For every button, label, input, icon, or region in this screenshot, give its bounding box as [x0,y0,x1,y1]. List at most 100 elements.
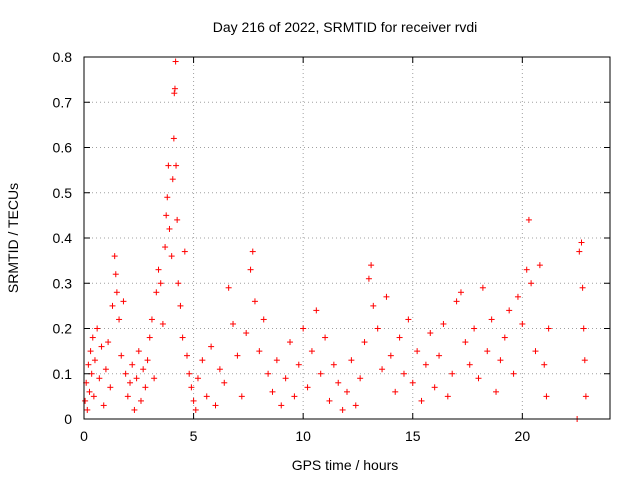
data-point [493,388,500,395]
data-point [171,90,178,97]
data-point [175,280,182,287]
data-point [221,379,228,386]
data-point [471,325,478,332]
x-tick-label: 5 [190,428,198,444]
data-point [488,316,495,323]
data-point [344,388,350,395]
data-point [287,339,294,346]
data-point [361,339,368,346]
data-point [247,266,254,273]
data-point [453,298,460,305]
data-point [582,393,589,400]
data-point [82,397,89,404]
data-point [300,325,307,332]
data-point [414,348,421,355]
data-point [188,384,195,391]
data-point [581,357,588,364]
data-point [449,370,456,377]
data-point [335,379,342,386]
data-point [291,393,298,400]
data-point [400,370,407,377]
data-point [330,361,337,368]
data-point [166,225,173,232]
data-point [230,320,237,327]
data-point [164,194,171,201]
data-point [265,370,272,377]
data-point [317,370,324,377]
data-point [528,280,535,287]
data-point [216,366,223,373]
data-point [131,406,138,413]
chart-title: Day 216 of 2022, SRMTID for receiver rvd… [213,19,478,35]
data-point [168,253,175,260]
data-point [184,352,191,359]
data-point [313,307,320,314]
data-point [392,388,399,395]
data-point [155,266,162,273]
data-point [525,216,532,223]
data-point [387,352,394,359]
data-point [251,298,258,305]
data-point [137,397,144,404]
x-tick-label: 10 [295,428,311,444]
data-point [580,325,587,332]
data-point [422,361,429,368]
data-point [352,402,359,409]
data-point [173,162,180,169]
y-tick-label: 0.5 [53,185,73,201]
data-point [278,402,285,409]
axis-ticks [83,56,610,420]
data-point [91,357,98,364]
data-point [163,212,170,219]
data-point [102,366,109,373]
data-point [96,375,103,382]
y-tick-label: 0.3 [53,275,73,291]
data-point [576,248,583,255]
data-point [122,370,129,377]
plot-frame [83,56,611,420]
data-point [116,316,123,323]
data-point [383,293,390,300]
data-point [308,348,315,355]
data-point [578,239,585,246]
data-point [238,393,245,400]
data-point [174,216,181,223]
data-point [466,361,473,368]
data-point [169,176,176,183]
x-tick-label: 15 [405,428,421,444]
data-point [427,330,434,337]
data-point [501,334,508,341]
data-point [107,384,114,391]
y-tick-labels: 0 0.1 0.2 0.3 0.4 0.5 0.6 0.7 0.8 [53,49,73,427]
data-point [260,316,267,323]
data-point [368,262,375,269]
data-point [295,361,302,368]
data-point [431,384,438,391]
data-point [304,384,311,391]
data-point [348,357,355,364]
data-point [479,284,486,291]
data-point [396,334,403,341]
grid-lines [84,57,610,419]
data-point [523,266,530,273]
data-point [269,388,276,395]
y-tick-label: 0.4 [53,230,73,246]
data-point [357,375,364,382]
data-point [146,334,153,341]
data-point [405,316,412,323]
data-point [100,402,107,409]
y-tick-label: 0.6 [53,140,73,156]
y-tick-label: 0.8 [53,49,73,65]
data-point [192,406,199,413]
data-point [118,352,125,359]
data-point [365,275,372,282]
data-point [370,302,377,309]
y-tick-label: 0.1 [53,366,73,382]
data-point [170,135,177,142]
data-point [133,375,140,382]
data-point [322,334,329,341]
x-tick-label: 20 [515,428,531,444]
data-point [440,320,447,327]
data-point [90,393,97,400]
